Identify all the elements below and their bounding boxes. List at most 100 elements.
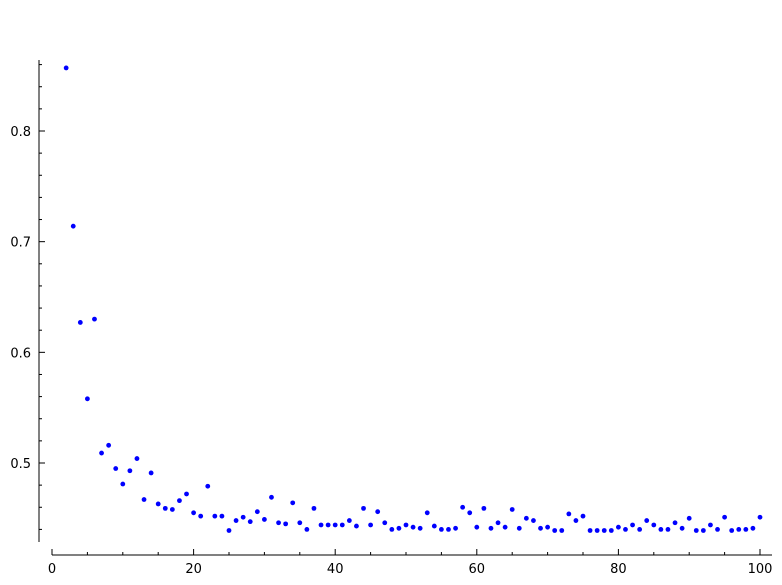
data-point	[226, 528, 232, 533]
data-point	[396, 525, 402, 531]
data-point	[63, 65, 69, 71]
data-point	[113, 466, 119, 471]
data-point	[495, 520, 501, 526]
x-axis-ticks: 0 20 40 60 80 100	[48, 549, 773, 577]
data-point	[311, 505, 317, 511]
data-point	[212, 513, 218, 519]
data-point	[708, 522, 713, 528]
data-point	[509, 507, 515, 512]
data-point	[332, 522, 338, 528]
data-point	[580, 513, 586, 519]
data-point	[679, 525, 685, 531]
data-point	[644, 518, 650, 523]
data-point	[297, 520, 303, 526]
data-point	[488, 525, 494, 531]
data-point	[127, 468, 133, 474]
data-point	[198, 513, 204, 519]
data-point	[672, 520, 678, 526]
data-points	[63, 65, 763, 533]
data-point	[446, 527, 451, 532]
data-point	[686, 515, 692, 521]
data-point	[594, 528, 600, 533]
data-point	[240, 514, 246, 520]
data-point	[757, 514, 763, 520]
data-point	[148, 470, 154, 476]
data-point	[254, 509, 260, 515]
axes	[38, 60, 772, 556]
data-point	[630, 522, 635, 528]
data-point	[623, 527, 628, 532]
data-point	[729, 528, 735, 533]
data-point	[616, 524, 621, 530]
data-point	[538, 525, 543, 531]
data-point	[467, 510, 473, 516]
y-tick-label: 0.7	[10, 236, 31, 251]
data-point	[276, 520, 281, 526]
data-point	[474, 524, 480, 530]
data-point	[552, 528, 558, 533]
data-point	[368, 522, 373, 528]
data-point	[361, 505, 366, 511]
x-tick-label: 100	[748, 562, 773, 577]
data-point	[665, 527, 671, 532]
data-point	[99, 450, 104, 456]
y-axis-ticks: 0.5 0.6 0.7 0.8	[10, 64, 45, 530]
data-point	[481, 505, 487, 511]
data-point	[502, 524, 508, 530]
data-point	[750, 525, 756, 531]
data-point	[205, 483, 211, 489]
data-point	[304, 527, 310, 532]
data-point	[715, 527, 720, 532]
data-point	[120, 481, 126, 487]
data-point	[559, 528, 565, 533]
data-point	[545, 524, 550, 530]
data-point	[439, 527, 444, 532]
data-point	[651, 522, 657, 528]
data-point	[269, 494, 274, 500]
data-point	[354, 523, 359, 529]
data-point	[693, 528, 699, 533]
data-point	[77, 320, 83, 325]
data-point	[375, 509, 381, 515]
data-point	[177, 498, 182, 504]
x-tick-label: 40	[327, 562, 344, 577]
data-point	[523, 515, 529, 521]
data-point	[134, 456, 140, 461]
data-point	[325, 522, 331, 528]
data-point	[601, 528, 607, 533]
data-point	[219, 513, 225, 519]
data-point	[637, 527, 643, 532]
data-point	[608, 528, 614, 533]
x-tick-label: 20	[185, 562, 202, 577]
data-point	[700, 528, 706, 533]
y-tick-label: 0.6	[10, 346, 31, 361]
data-point	[417, 525, 423, 531]
data-point	[141, 497, 147, 502]
data-point	[155, 501, 161, 507]
x-tick-label: 80	[610, 562, 627, 577]
data-point	[106, 442, 112, 448]
data-point	[736, 527, 742, 532]
data-point	[169, 507, 175, 512]
data-point	[743, 527, 749, 532]
data-point	[318, 522, 324, 528]
data-point	[262, 517, 267, 522]
data-point	[191, 510, 197, 516]
data-point	[283, 521, 289, 527]
data-point	[424, 510, 430, 516]
data-point	[162, 505, 168, 511]
data-point	[382, 520, 388, 526]
data-point	[531, 518, 536, 523]
data-point	[460, 504, 466, 510]
data-point	[431, 523, 437, 529]
data-point	[566, 511, 572, 517]
data-point	[85, 396, 90, 402]
x-tick-label: 0	[48, 562, 56, 577]
y-tick-label: 0.8	[10, 125, 31, 140]
data-point	[346, 518, 352, 523]
data-point	[70, 223, 76, 229]
data-point	[722, 514, 727, 520]
data-point	[184, 491, 189, 497]
data-point	[233, 518, 239, 523]
